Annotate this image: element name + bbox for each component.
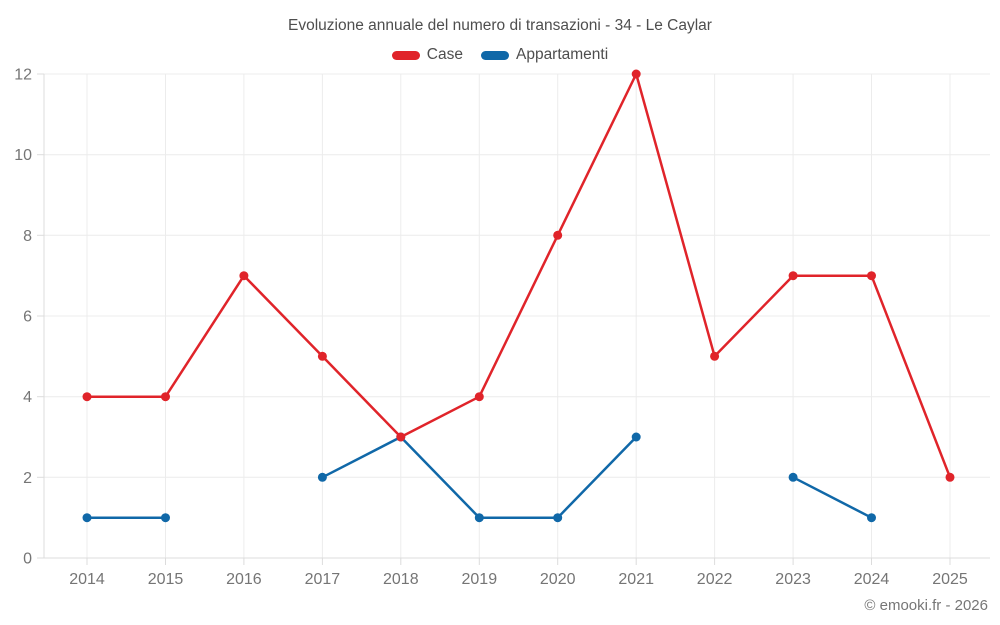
case-data-point — [396, 432, 406, 442]
x-axis-label: 2017 — [305, 571, 341, 588]
legend-label-appartamenti: Appartamenti — [515, 46, 609, 63]
case-data-point — [474, 392, 484, 402]
case-series-line — [85, 72, 952, 479]
case-data-point — [553, 230, 563, 240]
case-data-point — [867, 271, 876, 281]
appartamenti-data-point — [161, 513, 170, 523]
y-axis-label: 2 — [23, 470, 32, 487]
legend-item-case[interactable]: Case — [391, 46, 463, 64]
case-data-point — [161, 392, 170, 402]
case-data-point — [710, 351, 720, 361]
case-data-point — [788, 271, 798, 281]
appartamenti-series-swatch-icon — [480, 50, 509, 60]
x-axis-label: 2015 — [148, 571, 184, 588]
legend-label-case: Case — [426, 46, 463, 63]
x-axis-label: 2016 — [226, 571, 262, 588]
y-axis-label: 4 — [23, 389, 32, 406]
chart-title: Evoluzione annuale del numero di transaz… — [288, 17, 712, 34]
case-series-swatch-icon — [391, 50, 420, 60]
y-axis-label: 0 — [23, 551, 32, 568]
chart-legend: Case Appartamenti — [0, 46, 1000, 64]
y-axis-label: 6 — [23, 309, 32, 326]
case-data-point — [82, 392, 92, 402]
y-axis-label: 8 — [23, 228, 32, 245]
x-axis-label: 2022 — [697, 571, 733, 588]
x-axis-label: 2025 — [932, 571, 968, 588]
x-axis-label: 2014 — [69, 571, 105, 588]
x-axis-label: 2021 — [618, 571, 654, 588]
case-data-point — [317, 351, 327, 361]
x-axis-label: 2020 — [540, 571, 576, 588]
appartamenti-data-point — [82, 513, 92, 523]
y-axis-label: 10 — [14, 147, 32, 164]
legend-item-appartamenti[interactable]: Appartamenti — [480, 46, 609, 64]
appartamenti-data-point — [788, 472, 798, 482]
appartamenti-data-point — [474, 513, 484, 523]
appartamenti-data-point — [631, 432, 641, 442]
x-axis-label: 2018 — [383, 571, 419, 588]
x-axis-label: 2023 — [775, 571, 811, 588]
appartamenti-data-point — [867, 513, 876, 523]
appartamenti-data-point — [317, 472, 327, 482]
case-data-point — [945, 472, 955, 482]
case-data-point — [631, 69, 641, 79]
y-axis-label: 12 — [14, 67, 32, 84]
appartamenti-data-point — [553, 513, 563, 523]
case-data-point — [239, 271, 249, 281]
copyright-text: © emooki.fr - 2026 — [864, 597, 988, 614]
x-axis-label: 2024 — [854, 571, 890, 588]
x-axis-label: 2019 — [462, 571, 498, 588]
